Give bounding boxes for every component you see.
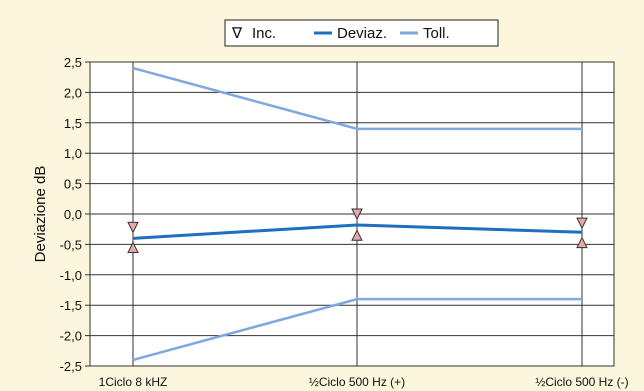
marker-inc-upper xyxy=(576,217,588,230)
y-tick-label: 2,0 xyxy=(64,85,82,100)
grid xyxy=(90,61,614,367)
series-group xyxy=(132,66,583,362)
y-tick-label: -2,5 xyxy=(60,359,82,374)
legend-deviaz-label: Deviaz. xyxy=(337,25,387,42)
series-line-toll-lower xyxy=(132,297,582,362)
marker-inc-upper xyxy=(351,208,363,221)
y-tick-label: 1,0 xyxy=(64,146,82,161)
legend-inc-symbol: ∇ xyxy=(231,25,243,42)
marker-inc-upper xyxy=(127,221,139,234)
marker-inc-lower xyxy=(127,241,139,253)
x-tick-label: ½Ciclo 500 Hz (+) xyxy=(309,375,405,389)
x-ticks: 1Ciclo 8 kHZ ½Ciclo 500 Hz (+) ½Ciclo 500 … xyxy=(99,375,629,389)
y-axis-label: Deviazione dB xyxy=(32,166,49,263)
y-tick-label: -0,5 xyxy=(60,237,82,252)
y-ticks: 2,5 2,0 1,5 1,0 0,5 0,0 -0,5 -1,0 -1,5 -2,0 -2,5 xyxy=(60,55,90,374)
uncertainty-markers xyxy=(127,208,588,253)
y-tick-label: -1,0 xyxy=(60,268,82,283)
y-tick-label: 0,5 xyxy=(64,177,82,192)
series-line-deviaz xyxy=(132,223,583,240)
y-tick-label: 0,0 xyxy=(64,207,82,222)
series-line-toll-upper xyxy=(132,66,582,131)
x-tick-label: ½Ciclo 500 Hz (-) xyxy=(535,375,628,389)
y-tick-label: 1,5 xyxy=(64,116,82,131)
y-tick-label: -1,5 xyxy=(60,298,82,313)
legend-box xyxy=(224,19,499,47)
legend-inc-label: Inc. xyxy=(252,25,276,42)
legend-toll-label: Toll. xyxy=(423,25,450,42)
marker-inc-lower xyxy=(576,236,588,249)
y-tick-label: 2,5 xyxy=(64,55,82,70)
marker-inc-lower xyxy=(351,229,363,241)
x-tick-label: 1Ciclo 8 kHZ xyxy=(99,375,168,389)
y-tick-label: -2,0 xyxy=(60,329,82,344)
legend: ∇ Inc. Deviaz. Toll. xyxy=(224,19,499,47)
